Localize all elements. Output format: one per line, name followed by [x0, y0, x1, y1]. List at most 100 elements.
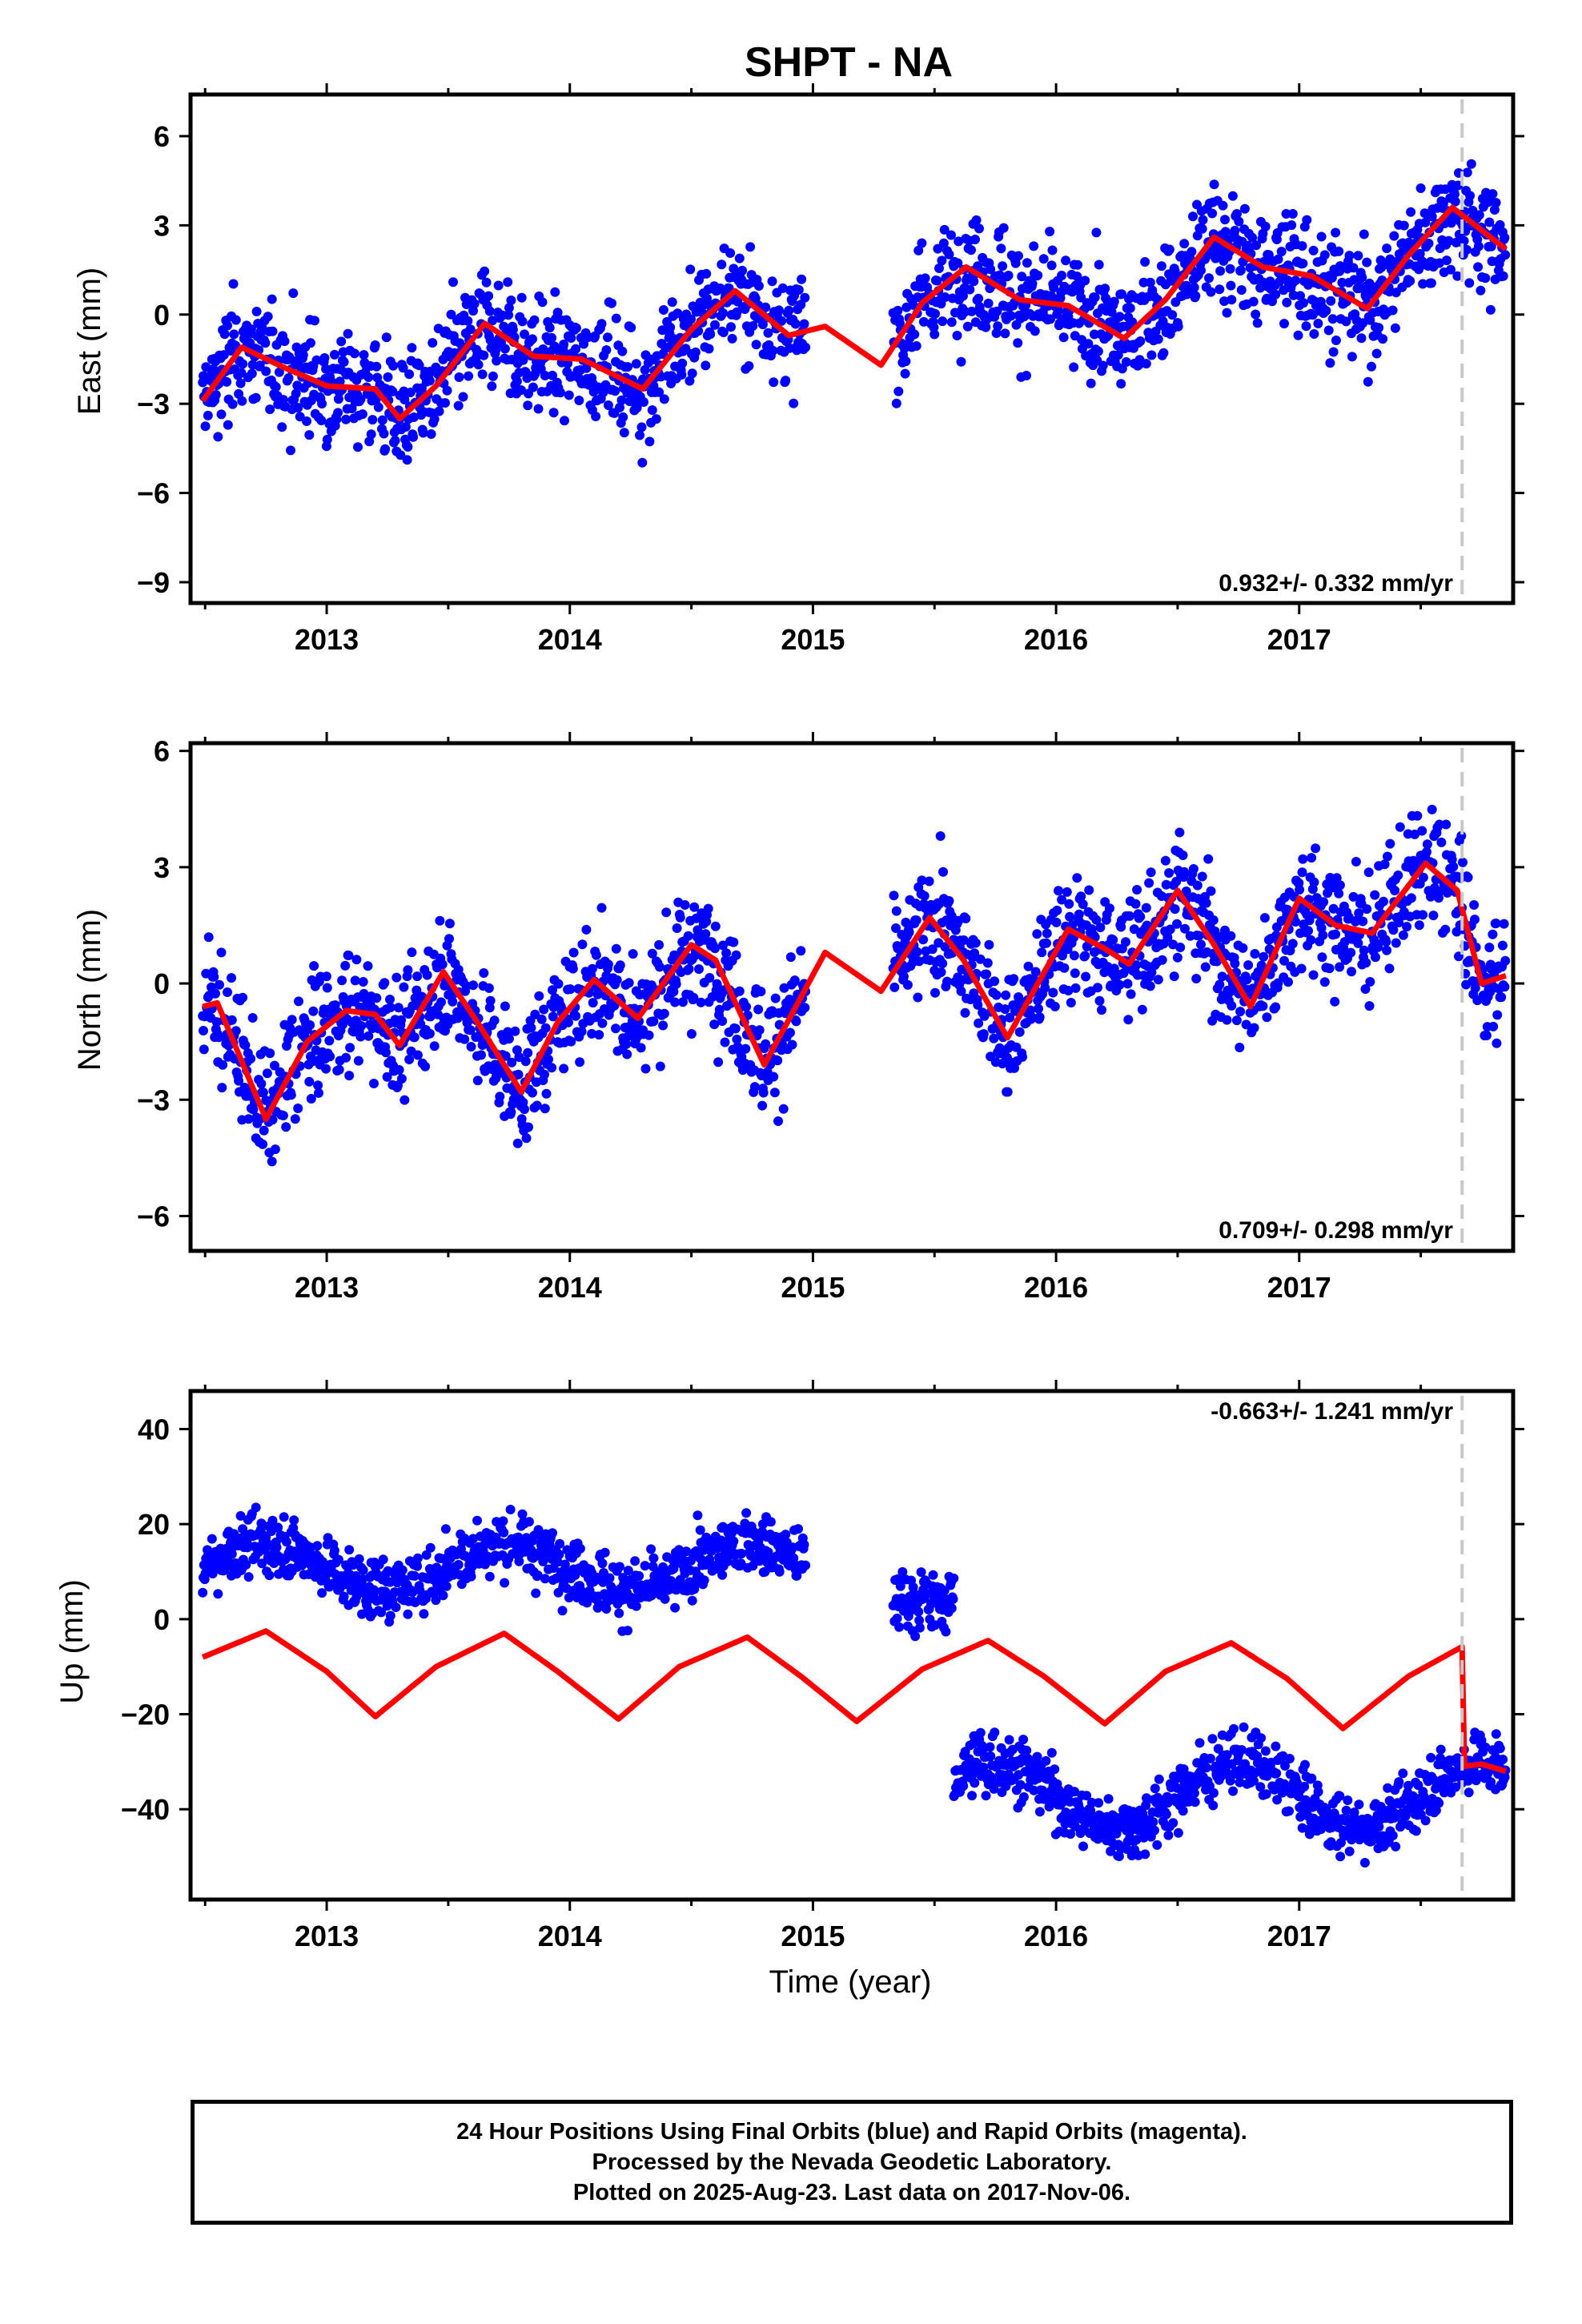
- north-data-point: [1001, 990, 1011, 1000]
- north-data-point: [1402, 922, 1412, 932]
- east-data-point: [1450, 196, 1460, 207]
- north-data-point: [1492, 1038, 1502, 1048]
- east-data-point: [1309, 329, 1319, 339]
- east-data-point: [367, 415, 378, 425]
- north-data-point: [1105, 903, 1114, 914]
- east-data-point: [966, 245, 976, 255]
- north-data-point: [1447, 854, 1457, 865]
- up-data-point: [781, 1530, 791, 1540]
- north-data-point: [919, 891, 930, 901]
- up-data-point: [1237, 1745, 1247, 1755]
- up-data-point: [1140, 1849, 1150, 1860]
- east-data-point: [387, 386, 398, 396]
- up-data-point: [241, 1559, 251, 1570]
- north-data-point: [468, 980, 478, 991]
- east-data-point: [370, 340, 380, 350]
- east-data-point: [1466, 159, 1476, 169]
- north-data-point: [938, 866, 948, 877]
- east-data-point: [371, 361, 382, 372]
- east-data-point: [407, 343, 417, 353]
- north-data-point: [1123, 1015, 1134, 1025]
- north-data-point: [901, 917, 911, 927]
- north-data-point: [621, 1039, 632, 1049]
- north-data-point: [513, 1069, 524, 1080]
- north-data-point: [523, 1047, 533, 1058]
- east-data-point: [317, 399, 327, 409]
- north-data-point: [1469, 900, 1480, 910]
- east-data-point: [1054, 305, 1063, 316]
- east-data-point: [1138, 277, 1149, 287]
- east-data-point: [1252, 318, 1263, 328]
- east-data-point: [560, 416, 569, 426]
- east-data-point: [408, 412, 419, 422]
- up-data-point: [717, 1570, 728, 1580]
- north-data-point: [1259, 951, 1269, 962]
- east-data-point: [623, 362, 632, 372]
- up-data-point: [1284, 1806, 1294, 1816]
- north-data-point: [1351, 857, 1361, 866]
- east-data-point: [477, 369, 488, 380]
- east-data-point: [343, 328, 353, 339]
- north-data-point: [577, 939, 588, 950]
- up-data-point: [415, 1585, 425, 1595]
- east-data-point: [480, 266, 490, 276]
- north-data-point: [199, 1044, 209, 1055]
- north-data-point: [942, 976, 952, 987]
- east-data-point: [1047, 245, 1058, 255]
- east-data-point: [236, 368, 247, 378]
- east-data-point: [1173, 321, 1183, 332]
- up-data-point: [1354, 1799, 1364, 1810]
- north-data-point: [409, 1032, 420, 1043]
- north-data-point: [914, 956, 925, 967]
- north-data-point: [978, 1029, 989, 1039]
- east-data-point: [1474, 210, 1484, 220]
- north-data-point: [778, 1104, 789, 1114]
- north-data-point: [648, 1016, 659, 1027]
- east-data-point: [286, 445, 295, 456]
- north-data-point: [1271, 1002, 1281, 1012]
- east-data-point: [1316, 231, 1327, 242]
- north-data-point: [1057, 895, 1067, 905]
- east-data-point: [1017, 271, 1027, 282]
- north-data-point: [713, 1057, 724, 1068]
- east-data-point: [1251, 240, 1262, 251]
- east-data-point: [302, 416, 311, 426]
- north-data-point: [1414, 920, 1424, 931]
- east-data-point: [216, 409, 227, 420]
- up-data-point: [699, 1575, 709, 1586]
- north-data-point: [1146, 967, 1157, 978]
- north-data-point: [243, 1114, 254, 1124]
- north-data-point: [1145, 981, 1155, 991]
- up-data-point: [1229, 1723, 1239, 1734]
- east-data-point: [528, 334, 537, 344]
- north-data-point: [1114, 979, 1125, 990]
- east-data-point: [777, 316, 787, 326]
- up-data-point: [323, 1533, 333, 1543]
- north-data-point: [355, 1031, 366, 1042]
- east-data-point: [1086, 378, 1096, 388]
- up-data-point: [575, 1543, 585, 1554]
- east-data-point: [1495, 219, 1505, 230]
- up-data-point: [348, 1560, 359, 1570]
- north-data-point: [544, 1054, 553, 1064]
- east-data-point: [647, 405, 657, 416]
- up-data-point: [928, 1570, 938, 1580]
- up-data-point: [1131, 1835, 1142, 1845]
- east-data-point: [745, 242, 756, 252]
- north-data-point: [1014, 1027, 1025, 1037]
- east-data-point: [1353, 251, 1363, 261]
- north-data-point: [1319, 897, 1329, 907]
- north-data-point: [571, 1011, 581, 1021]
- east-data-point: [1094, 259, 1104, 270]
- north-data-point: [506, 1107, 516, 1117]
- north-rate-label: 0.709+/- 0.298 mm/yr: [1219, 1217, 1453, 1244]
- east-data-point: [1319, 250, 1330, 260]
- north-data-point: [1328, 903, 1339, 914]
- east-data-point: [366, 429, 376, 440]
- east-data-point: [310, 316, 319, 326]
- north-data-point: [1130, 899, 1141, 909]
- north-data-point: [1262, 1012, 1272, 1023]
- up-data-point: [967, 1791, 977, 1801]
- east-data-point: [339, 357, 349, 367]
- east-data-point: [579, 339, 589, 349]
